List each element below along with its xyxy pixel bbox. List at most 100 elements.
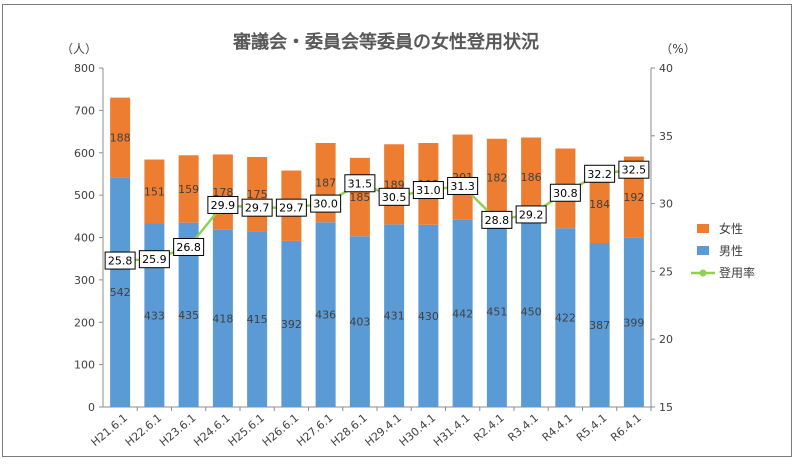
legend-label: 登用率 [719,265,755,280]
male-value-label: 392 [281,318,302,331]
rate-value-label: 30.5 [382,191,407,204]
chart-frame: 審議会・委員会等委員の女性登用状況 （人） （%） 0 100 200 300 400 5… [2,4,792,457]
x-tick-label: R2.4.1 [471,411,507,444]
female-value-label: 175 [247,188,268,201]
male-value-label: 451 [486,305,507,318]
x-tick-label: R4.4.1 [540,411,576,444]
female-value-label: 188 [110,131,131,144]
rate-label-box [447,176,479,195]
rate-value-label: 32.2 [587,168,612,181]
female-value-label: 186 [521,171,542,184]
male-bar [521,216,542,407]
female-value-label: 159 [178,183,199,196]
male-value-label: 433 [144,309,165,322]
female-bar [144,159,165,224]
rate-value-label: 26.8 [176,241,201,254]
chart-svg: 審議会・委員会等委員の女性登用状況 （人） （%） 0 100 200 300 400 5… [61,31,755,449]
rate-value-label: 30.0 [313,198,338,211]
male-bar [247,231,268,407]
male-bar [555,228,576,407]
left-axis-unit: （人） [61,42,97,56]
left-tick-label: 700 [74,104,95,117]
rate-label-box [207,195,239,214]
x-tick-label: H29.4.1 [363,411,404,449]
x-tick-label: H21.6.1 [89,411,130,449]
x-tick-label: R5.4.1 [574,411,610,444]
male-value-label: 450 [521,306,542,319]
rate-label-box [378,187,410,206]
rate-label-box [138,250,170,269]
female-value-label: 184 [589,198,610,211]
right-tick-label: 20 [659,333,673,346]
female-value-label: 185 [349,191,370,204]
rate-label-box [481,210,513,229]
female-value-label: 182 [486,171,507,184]
right-axis-unit: （%） [660,42,695,56]
rate-value-label: 31.3 [450,180,475,193]
female-bar [521,137,542,217]
x-tick-label: H24.6.1 [191,411,232,449]
left-tick-label: 300 [74,274,95,287]
x-tick-label: H25.6.1 [226,411,267,449]
female-bar [178,155,199,223]
right-tick-label: 35 [659,130,673,143]
rate-label-box [618,160,650,179]
male-value-label: 542 [110,286,131,299]
rate-value-label: 31.0 [416,184,441,197]
rate-label-box [412,181,444,200]
legend-label: 女性 [719,221,743,236]
rate-value-label: 31.5 [348,177,373,190]
x-tick-label: H26.6.1 [260,411,301,449]
male-bar [623,237,644,407]
x-tick-label: H30.4.1 [397,411,438,449]
x-tick-label: H22.6.1 [123,411,164,449]
male-bar [212,229,233,407]
legend-swatch [697,224,709,233]
male-value-label: 442 [452,307,473,320]
rate-label-box [515,205,547,224]
male-bar [178,222,199,407]
female-value-label: 178 [212,186,233,199]
x-tick-label: H27.6.1 [294,411,335,449]
female-value-label: 187 [315,177,336,190]
right-tick-label: 30 [659,198,673,211]
rate-label-box [173,237,205,256]
rate-polyline [120,168,635,262]
right-tick-label: 40 [659,62,673,75]
x-tick-label: H31.4.1 [431,411,472,449]
male-bar [281,240,302,407]
rate-value-label: 30.8 [553,187,578,200]
rate-label-box [241,198,273,217]
legend-marker [699,269,707,277]
x-tick-label: H28.6.1 [328,411,369,449]
right-tick-label: 25 [659,265,673,278]
rate-label-box [584,164,616,183]
rate-value-label: 29.9 [211,199,236,212]
rate-value-label: 28.8 [485,214,510,227]
rate-value-label: 25.8 [108,255,133,268]
male-bar [589,243,610,407]
female-bar [486,138,507,216]
male-value-label: 435 [178,309,199,322]
legend-label: 男性 [719,244,743,258]
rate-value-label: 25.9 [142,253,167,266]
rate-value-label: 29.2 [519,208,544,221]
rate-label-box [549,183,581,202]
male-value-label: 415 [247,313,268,326]
left-tick-label: 600 [74,147,95,160]
male-bar [418,224,439,407]
rate-value-label: 29.7 [245,202,270,215]
left-tick-label: 100 [74,359,95,372]
male-value-label: 387 [589,319,610,332]
left-tick-label: 400 [74,232,95,245]
rate-label-box [104,251,136,270]
male-value-label: 422 [555,312,576,325]
male-bar [144,223,165,407]
data-labels: 5421884331514351594181784151753921664361… [104,131,650,332]
female-value-label: 192 [623,191,644,204]
male-value-label: 403 [349,316,370,329]
rate-value-label: 29.7 [279,202,304,215]
male-bar [384,224,405,407]
rate-label-box [310,194,342,213]
